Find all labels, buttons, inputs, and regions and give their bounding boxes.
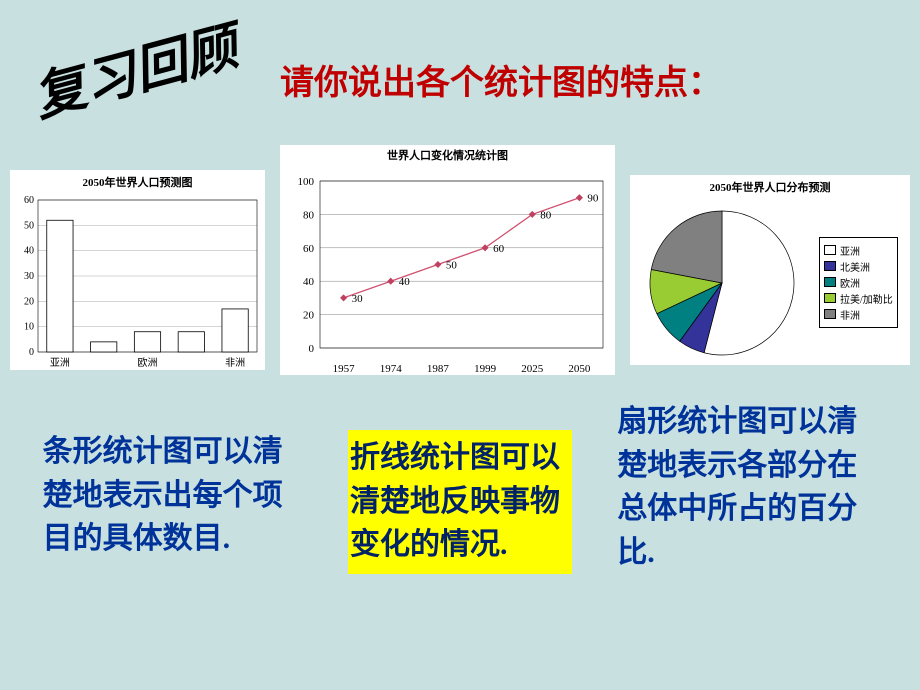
svg-text:0: 0 <box>309 343 315 355</box>
svg-text:60: 60 <box>303 243 315 255</box>
charts-row: 2050年世界人口预测图 0102030405060亚洲欧洲非洲 世界人口变化情… <box>0 145 920 385</box>
bar-chart: 2050年世界人口预测图 0 10 20 30 40 50 60 亚洲 欧洲 非洲 <box>10 170 265 370</box>
svg-text:40: 40 <box>399 276 411 288</box>
svg-text:40: 40 <box>24 246 34 257</box>
legend-label: 亚洲 <box>840 243 860 258</box>
line-description: 折线统计图可以清楚地反映事物变化的情况. <box>348 430 572 574</box>
svg-text:20: 20 <box>24 296 34 307</box>
question-text: 请你说出各个统计图的特点： <box>280 55 722 104</box>
pie-chart: 2050年世界人口分布预测 亚洲北美洲欧洲拉美/加勒比非洲 <box>630 175 910 365</box>
line-chart-svg: 0 20 40 60 80 100 1957 1974 1987 1999 2025 2050 30 40… <box>280 175 615 380</box>
legend-item: 非洲 <box>824 307 893 322</box>
svg-text:20: 20 <box>303 310 315 322</box>
svg-text:1999: 1999 <box>474 363 497 375</box>
legend-swatch <box>824 245 836 255</box>
svg-text:40: 40 <box>303 276 315 288</box>
svg-text:80: 80 <box>540 209 552 221</box>
svg-text:亚洲: 亚洲 <box>50 357 70 369</box>
svg-text:50: 50 <box>24 220 34 231</box>
line-chart-title: 世界人口变化情况统计图 <box>280 145 615 167</box>
legend-label: 北美洲 <box>840 259 870 274</box>
legend-item: 北美洲 <box>824 259 893 274</box>
svg-text:100: 100 <box>298 176 315 188</box>
pie-description: 扇形统计图可以清楚地表示各部分在总体中所占的百分比. <box>617 400 877 574</box>
svg-text:60: 60 <box>493 243 505 255</box>
line-chart: 世界人口变化情况统计图 0 20 40 60 80 100 1957 1974 1987 1999… <box>280 145 615 375</box>
svg-text:60: 60 <box>24 195 34 206</box>
svg-text:1974: 1974 <box>380 363 403 375</box>
pie-legend: 亚洲北美洲欧洲拉美/加勒比非洲 <box>819 237 898 328</box>
legend-item: 亚洲 <box>824 243 893 258</box>
svg-text:30: 30 <box>24 271 34 282</box>
svg-text:10: 10 <box>24 322 34 333</box>
legend-label: 拉美/加勒比 <box>840 291 893 306</box>
legend-swatch <box>824 293 836 303</box>
svg-text:80: 80 <box>303 209 315 221</box>
svg-text:2050: 2050 <box>568 363 591 375</box>
legend-item: 拉美/加勒比 <box>824 291 893 306</box>
legend-swatch <box>824 261 836 271</box>
svg-text:非洲: 非洲 <box>225 357 245 369</box>
bar-chart-svg: 0 10 20 30 40 50 60 亚洲 欧洲 非洲 <box>10 194 265 372</box>
legend-item: 欧洲 <box>824 275 893 290</box>
svg-text:1987: 1987 <box>427 363 450 375</box>
pie-chart-svg <box>630 199 815 364</box>
review-title: 复习回顾 <box>24 4 244 130</box>
svg-text:50: 50 <box>446 260 458 272</box>
pie-chart-title: 2050年世界人口分布预测 <box>630 175 910 199</box>
svg-text:1957: 1957 <box>333 363 356 375</box>
bar-description: 条形统计图可以清楚地表示出每个项目的具体数目. <box>43 430 303 574</box>
svg-text:2025: 2025 <box>521 363 544 375</box>
legend-swatch <box>824 277 836 287</box>
svg-text:欧洲: 欧洲 <box>138 357 158 369</box>
legend-swatch <box>824 309 836 319</box>
legend-label: 非洲 <box>840 307 860 322</box>
svg-text:90: 90 <box>587 193 599 205</box>
svg-text:30: 30 <box>352 293 364 305</box>
svg-text:0: 0 <box>29 347 34 358</box>
bar-chart-title: 2050年世界人口预测图 <box>10 170 265 194</box>
legend-label: 欧洲 <box>840 275 860 290</box>
descriptions: 条形统计图可以清楚地表示出每个项目的具体数目. 折线统计图可以清楚地反映事物变化… <box>0 400 920 574</box>
